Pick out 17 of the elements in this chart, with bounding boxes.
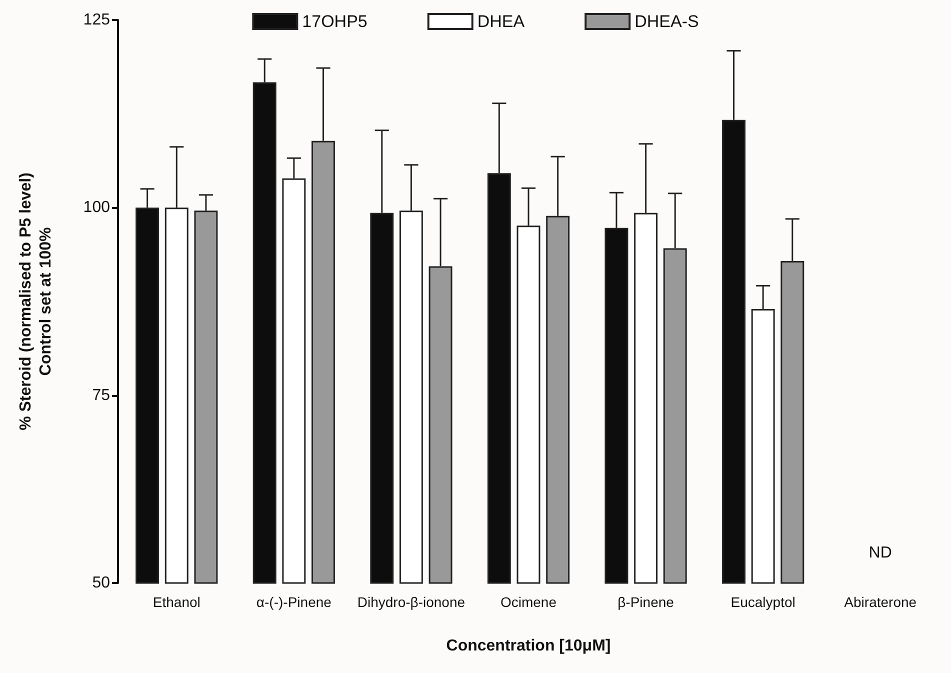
x-tick-label: α-(-)-Pinene: [256, 594, 332, 610]
x-axis-title: Concentration [10μM]: [446, 638, 611, 654]
x-tick-label: Dihydro-β-ionone: [357, 594, 466, 610]
y-tick-label: 75: [92, 386, 110, 404]
x-tick-label: β-Pinene: [618, 594, 674, 610]
legend-label: DHEA-S: [634, 12, 699, 31]
annotation: ND: [868, 544, 892, 562]
y-tick-label: 100: [83, 199, 110, 216]
y-tick-label: 125: [83, 12, 110, 28]
x-tick-label: Ethanol: [152, 594, 200, 610]
x-tick-label: Ocimene: [500, 594, 557, 610]
legend-label: 17OHP5: [302, 12, 368, 31]
x-tick-label: Abiraterone: [844, 594, 917, 610]
y-tick-label: 50: [92, 574, 110, 592]
x-tick-label: Eucalyptol: [730, 594, 796, 610]
y-axis-title: % Steroid (normalised to P5 level) Control set at 100%: [18, 172, 54, 430]
legend-label: DHEA: [477, 12, 526, 31]
